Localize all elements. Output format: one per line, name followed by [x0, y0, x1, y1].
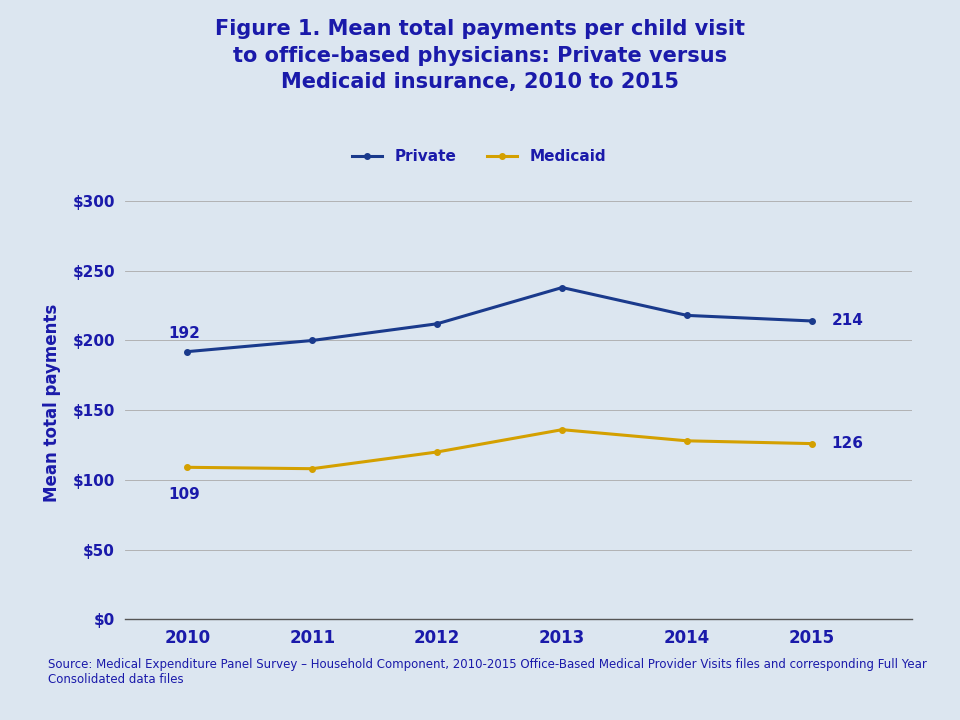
Text: 109: 109	[169, 487, 201, 502]
Text: 126: 126	[831, 436, 863, 451]
Text: 192: 192	[169, 325, 201, 341]
Text: Figure 1. Mean total payments per child visit
to office-based physicians: Privat: Figure 1. Mean total payments per child …	[215, 19, 745, 92]
Y-axis label: Mean total payments: Mean total payments	[43, 304, 61, 503]
Text: Source: Medical Expenditure Panel Survey – Household Component, 2010-2015 Office: Source: Medical Expenditure Panel Survey…	[48, 658, 926, 686]
Text: 214: 214	[831, 313, 863, 328]
Legend: Private, Medicaid: Private, Medicaid	[346, 143, 612, 170]
